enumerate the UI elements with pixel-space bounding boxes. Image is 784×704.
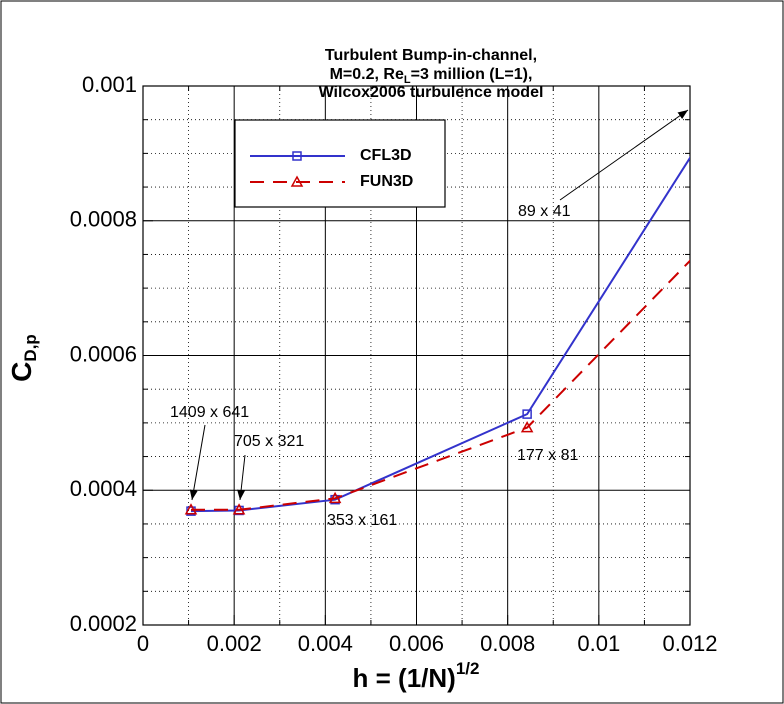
x-tick-label: 0.012 — [662, 631, 717, 656]
annotation: 89 x 41 — [518, 203, 571, 220]
legend-marker — [292, 151, 302, 161]
title-sub: L — [404, 74, 411, 86]
series-line — [190, 259, 690, 511]
y-tick-label: 0.0002 — [70, 611, 137, 636]
annotation: 1409 x 641 — [170, 404, 249, 421]
chart-title: M=0.2, ReL=3 million (L=1), — [330, 66, 533, 86]
y-tick-label: 0.0008 — [70, 207, 137, 232]
title-part: M=0.2, Re — [330, 66, 404, 83]
marker — [520, 421, 534, 433]
y-tick-label: 0.0004 — [70, 476, 137, 501]
marker — [184, 503, 198, 515]
y-axis-label: CD,p — [6, 334, 40, 382]
x-axis-label: h = (1/N)1/2 — [353, 659, 480, 692]
legend-box — [234, 119, 446, 208]
x-tick-label: 0.002 — [207, 631, 262, 656]
title-part: =3 million (L=1), — [411, 66, 533, 83]
annotation-arrow — [237, 454, 246, 501]
legend-label: FUN3D — [360, 173, 413, 190]
x-tick-label: 0.004 — [298, 631, 353, 656]
x-tick-label: 0.008 — [480, 631, 535, 656]
marker — [522, 409, 532, 419]
x-tick-label: 0.01 — [577, 631, 620, 656]
marker — [232, 503, 246, 515]
x-label-main: h = (1/N) — [353, 663, 456, 693]
annotation: 177 x 81 — [517, 447, 578, 464]
annotation: 705 x 321 — [234, 433, 304, 450]
marker — [328, 491, 342, 504]
legend-marker — [290, 175, 304, 187]
x-tick-label: 0 — [137, 631, 149, 656]
chart-title: Wilcox2006 turbulence model — [319, 84, 544, 101]
y-label-main: C — [6, 362, 37, 382]
plot-area — [184, 156, 690, 516]
annotation: 353 x 161 — [327, 512, 397, 529]
y-tick-label: 0.001 — [82, 72, 137, 97]
legend-label: CFL3D — [360, 147, 412, 164]
y-label-sub: D,p — [21, 334, 40, 361]
y-tick-label: 0.0006 — [70, 341, 137, 366]
annotation-arrow — [189, 424, 206, 501]
x-label-sup: 1/2 — [456, 659, 480, 678]
chart-title: Turbulent Bump-in-channel, — [325, 47, 537, 64]
x-tick-label: 0.006 — [389, 631, 444, 656]
annotation-arrow — [559, 109, 689, 201]
